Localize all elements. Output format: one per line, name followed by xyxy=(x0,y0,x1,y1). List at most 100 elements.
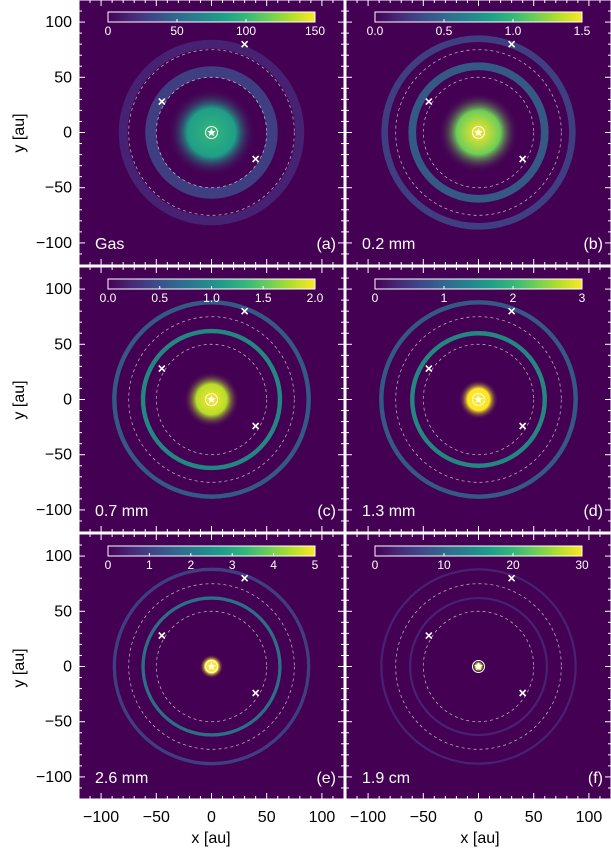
colorbar-tick-label: 10 xyxy=(437,558,451,572)
dashed-orbit xyxy=(128,316,295,483)
panel-b: 0.0 0.5 1.0 1.5 0.2 mm (b) xyxy=(345,0,611,266)
star-ring xyxy=(205,393,218,406)
heatmap-image xyxy=(79,534,344,799)
panel-label: 1.9 cm xyxy=(362,770,410,787)
dashed-orbit xyxy=(395,583,562,750)
y-tick-label: 0 xyxy=(63,125,72,142)
star-marker xyxy=(207,395,216,404)
colorbar-tick-label: 0.0 xyxy=(100,291,117,305)
disk-ring xyxy=(408,596,549,737)
colorbar-tick-label: 5 xyxy=(312,558,319,572)
x-tick-label: 50 xyxy=(258,809,276,826)
planet-marker xyxy=(252,155,260,163)
panel-tag: (e) xyxy=(316,770,336,787)
panel-label: 2.6 mm xyxy=(95,770,148,787)
dashed-orbit xyxy=(155,343,268,456)
disk-ring xyxy=(118,39,305,226)
dashed-orbit xyxy=(422,610,535,723)
planet-marker xyxy=(519,422,527,430)
panel-tag: (f) xyxy=(588,770,603,787)
colorbar-tick-label: 1 xyxy=(441,291,448,305)
planet-marker xyxy=(252,422,260,430)
y-tick-label: −100 xyxy=(36,769,72,786)
dashed-orbit xyxy=(395,316,562,483)
colorbar-tick-label: 0.5 xyxy=(151,291,168,305)
panel-d: 0 1 2 3 1.3 mm (d) xyxy=(345,266,611,533)
panel-c: 0.0 0.5 1.0 1.5 2.0 0.7 mm (c) xyxy=(78,266,345,533)
y-tick-label: 50 xyxy=(54,336,72,353)
y-tick-label: −100 xyxy=(36,235,72,252)
star-marker xyxy=(207,128,216,137)
disk-ring xyxy=(112,300,311,499)
planet-marker xyxy=(158,365,166,373)
planet-marker xyxy=(241,307,249,315)
star-marker xyxy=(474,662,483,671)
colorbar-tick-label: 30 xyxy=(575,558,589,572)
colorbar-tick-label: 1 xyxy=(146,558,153,572)
panel-tag: (b) xyxy=(583,236,603,253)
panel-label: 1.3 mm xyxy=(362,503,415,520)
y-tick-label: 50 xyxy=(54,69,72,86)
disk-ring xyxy=(379,300,578,499)
heatmap-image xyxy=(346,267,611,532)
colorbar-tick-label: 4 xyxy=(270,558,277,572)
colorbar-tick-label: 100 xyxy=(236,24,256,38)
y-tick-label: 0 xyxy=(63,659,72,676)
panel-a: 0 50 100 150 Gas (a) xyxy=(78,0,345,266)
colorbar-tick-label: 3 xyxy=(229,558,236,572)
planet-marker xyxy=(158,98,166,106)
disk-ring xyxy=(141,596,282,737)
x-tick-label: −100 xyxy=(350,809,386,826)
dashed-orbit xyxy=(395,49,562,216)
colorbar-tick-label: 150 xyxy=(305,24,325,38)
star-ring xyxy=(205,660,218,673)
disk-ring xyxy=(380,568,577,765)
colorbar-tick-label: 2 xyxy=(187,558,194,572)
heatmap-image xyxy=(346,534,611,799)
axes-group: −100 −50 0 50 100 −100 −50 0 50 100100500−50−1001… xyxy=(36,14,602,826)
y-tick-label: 100 xyxy=(45,281,72,298)
star-marker xyxy=(474,395,483,404)
colorbar-tick-label: 50 xyxy=(170,24,184,38)
panel-label: Gas xyxy=(95,236,124,253)
x-tick-label: 0 xyxy=(474,809,483,826)
disk-ring xyxy=(145,66,278,199)
colorbar-tick-label: 3 xyxy=(579,291,586,305)
colorbar-tick-label: 2 xyxy=(510,291,517,305)
dashed-orbit xyxy=(128,583,295,750)
panel-label: 0.2 mm xyxy=(362,236,415,253)
colorbar-tick-label: 20 xyxy=(506,558,520,572)
colorbar-tick-label: 0.0 xyxy=(367,24,384,38)
panel-tag: (d) xyxy=(583,503,603,520)
colorbar xyxy=(107,545,316,557)
dashed-orbit xyxy=(422,343,535,456)
x-tick-label: −100 xyxy=(83,809,119,826)
planet-marker xyxy=(425,365,433,373)
dashed-orbit xyxy=(128,49,295,216)
disk-ring xyxy=(408,62,549,203)
star-marker xyxy=(207,662,216,671)
planet-marker xyxy=(425,632,433,640)
y-tick-label: −50 xyxy=(45,180,72,197)
planet-marker xyxy=(519,155,527,163)
planet-marker xyxy=(158,632,166,640)
disk-ring xyxy=(410,331,547,468)
star-ring xyxy=(472,660,485,673)
disk-ring xyxy=(381,35,576,230)
colorbar-tick-label: 0 xyxy=(105,24,112,38)
planet-marker xyxy=(241,574,249,582)
heatmap-image xyxy=(79,267,344,532)
y-axis-title-top: y [au] xyxy=(11,113,28,152)
colorbar-tick-label: 1.0 xyxy=(505,24,522,38)
disk-ring xyxy=(140,328,283,471)
planet-marker xyxy=(508,40,516,48)
colorbar-tick-label: 0 xyxy=(105,558,112,572)
colorbar-tick-label: 0.5 xyxy=(436,24,453,38)
x-axis-title-left: x [au] xyxy=(191,830,230,847)
colorbar xyxy=(374,278,583,290)
y-tick-label: −100 xyxy=(36,502,72,519)
dashed-orbit xyxy=(155,76,268,189)
colorbar-tick-label: 0 xyxy=(372,558,379,572)
